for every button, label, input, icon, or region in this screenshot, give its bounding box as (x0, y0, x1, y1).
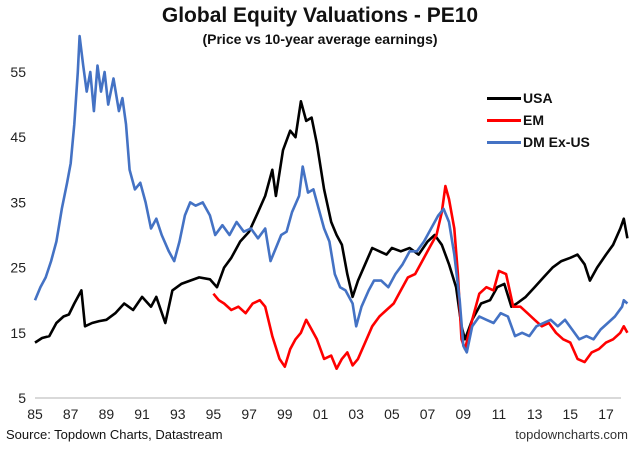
x-tick-label: 95 (206, 406, 222, 422)
y-tick-label: 15 (10, 325, 26, 341)
y-tick-label: 55 (10, 64, 26, 80)
x-axis-ticks: 85 87 89 91 93 95 97 99 01 03 05 07 09 11 13 15 17 (27, 406, 614, 422)
x-tick-label: 87 (63, 406, 79, 422)
x-tick-label: 01 (313, 406, 329, 422)
x-tick-label: 89 (99, 406, 115, 422)
x-tick-label: 91 (134, 406, 150, 422)
legend-item-dm-ex-us: DM Ex-US (487, 131, 590, 153)
chart-title: Global Equity Valuations - PE10 (161, 4, 479, 27)
legend-swatch-em (487, 118, 521, 122)
y-tick-label: 5 (18, 390, 26, 406)
y-tick-label: 35 (10, 194, 26, 210)
legend: USA EM DM Ex-US (487, 87, 590, 153)
legend-label-em: EM (523, 112, 544, 128)
x-tick-label: 85 (27, 406, 43, 422)
legend-item-usa: USA (487, 87, 590, 109)
x-tick-label: 03 (348, 406, 364, 422)
x-tick-label: 07 (420, 406, 436, 422)
series-line-dm-ex-us (33, 34, 629, 354)
legend-item-em: EM (487, 109, 590, 131)
series-line-usa (34, 100, 629, 344)
source-note: Source: Topdown Charts, Datastream (6, 427, 223, 442)
chart-subtitle: (Price vs 10-year average earnings) (202, 31, 438, 47)
legend-swatch-usa (487, 96, 521, 100)
y-tick-label: 25 (10, 260, 26, 276)
x-tick-label: 17 (598, 406, 614, 422)
x-tick-label: 11 (492, 406, 507, 422)
series-line-em (212, 184, 629, 371)
legend-label-dm-ex-us: DM Ex-US (523, 134, 590, 150)
x-tick-label: 93 (170, 406, 186, 422)
y-tick-label: 45 (10, 129, 26, 145)
x-tick-label: 13 (527, 406, 543, 422)
legend-swatch-dm-ex-us (487, 140, 521, 144)
x-tick-label: 15 (563, 406, 579, 422)
y-axis-ticks: 5 15 25 35 45 55 (10, 64, 26, 406)
website-credit: topdowncharts.com (515, 427, 628, 442)
x-tick-label: 05 (384, 406, 400, 422)
x-tick-label: 99 (277, 406, 293, 422)
series-lines (33, 34, 629, 371)
x-tick-label: 97 (241, 406, 257, 422)
legend-label-usa: USA (523, 90, 553, 106)
x-tick-label: 09 (455, 406, 471, 422)
